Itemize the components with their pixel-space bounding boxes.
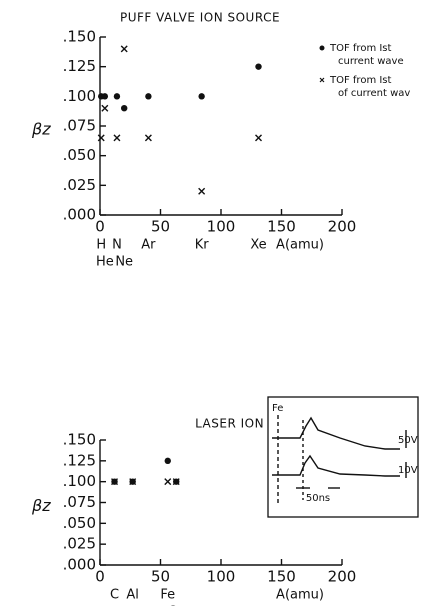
element-label: Xe (250, 238, 266, 253)
element-label: C (110, 588, 119, 603)
x-tick-label: 50 (151, 218, 170, 236)
legend-label: TOF from Ist of current wav (329, 75, 410, 99)
point (97, 134, 105, 142)
point (198, 93, 205, 100)
y-tick-label: .000 (63, 556, 96, 574)
x-tick-label: 50 (151, 568, 170, 586)
x-tick-label: 200 (328, 218, 357, 236)
y-tick-label: .100 (63, 87, 96, 105)
y-tick-label: .100 (63, 472, 96, 490)
point (145, 93, 152, 100)
point (101, 104, 109, 112)
element-label: Ne (115, 255, 133, 270)
point (144, 134, 152, 142)
element-label: Fe (160, 588, 175, 603)
legend-marker (319, 45, 325, 51)
legend-marker (319, 77, 325, 83)
point (172, 478, 180, 486)
y-tick-label: .150 (63, 28, 96, 46)
x-axis-label: A(amu) (276, 238, 324, 253)
element-label: Al (126, 588, 139, 603)
y-tick-label: .025 (63, 535, 96, 553)
y-tick-label: .050 (63, 514, 96, 532)
y-tick-label: .050 (63, 146, 96, 164)
point (164, 478, 172, 486)
point (164, 457, 171, 465)
point (113, 134, 121, 142)
element-label: Ar (141, 238, 156, 253)
x-tick-label: 200 (328, 568, 357, 586)
y-tick-label: .025 (63, 176, 96, 194)
y-axis-label: βz (31, 120, 51, 139)
x-tick-label: 0 (95, 218, 105, 236)
chart-title: PUFF VALVE ION SOURCE (120, 11, 280, 25)
inset: Fe 50V 10V 50ns (267, 396, 419, 518)
x-tick-label: 150 (267, 568, 296, 586)
point (255, 134, 263, 142)
y-tick-label: .075 (63, 493, 96, 511)
inset-wave (272, 416, 400, 450)
element-label: N (112, 238, 122, 253)
y-tick-label: .000 (63, 206, 96, 224)
point (113, 93, 121, 100)
inset-label: Fe (272, 403, 283, 414)
y-tick-label: .125 (63, 451, 96, 469)
point (121, 105, 128, 112)
element-label: He (96, 255, 114, 270)
element-label: Cu (168, 605, 185, 606)
inset-frame (267, 396, 419, 518)
element-label: Kr (195, 238, 210, 253)
inset-label: 10V (398, 465, 418, 476)
inset-label: 50ns (306, 493, 330, 504)
x-axis-label: A(amu) (276, 588, 324, 603)
point (101, 93, 109, 100)
y-axis-label: βz (31, 496, 51, 515)
point (255, 63, 262, 70)
x-tick-label: 100 (207, 218, 236, 236)
x-tick-label: 0 (95, 568, 105, 586)
point (198, 187, 206, 195)
point (111, 478, 119, 486)
element-label: H (96, 238, 106, 253)
x-tick-label: 100 (207, 568, 236, 586)
legend-label: TOF from Ist current wave (329, 43, 404, 67)
point (120, 45, 128, 53)
inset-wave (272, 454, 400, 477)
x-tick-label: 150 (267, 218, 296, 236)
y-tick-label: .125 (63, 57, 96, 75)
point (129, 478, 137, 486)
y-tick-label: .150 (63, 431, 96, 449)
y-tick-label: .075 (63, 117, 96, 135)
inset-label: 50V (398, 435, 418, 446)
